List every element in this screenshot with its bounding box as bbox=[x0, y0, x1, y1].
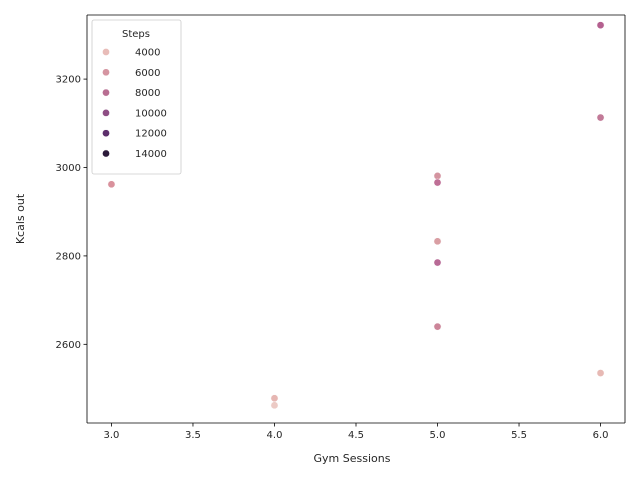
y-axis-ticks: 2600 2800 3000 3200 bbox=[56, 75, 87, 351]
legend-label: 4000 bbox=[135, 48, 160, 59]
legend-box bbox=[91, 19, 182, 175]
x-tick-label: 5.5 bbox=[511, 430, 527, 441]
data-point bbox=[433, 322, 442, 331]
legend-label: 6000 bbox=[135, 68, 160, 79]
legend: Steps 4000 6000 8000 10000 12000 14000 bbox=[91, 19, 182, 175]
x-tick-label: 5.0 bbox=[430, 430, 446, 441]
legend-title: Steps bbox=[122, 29, 150, 40]
x-axis-ticks: 3.0 3.5 4.0 4.5 5.0 5.5 6.0 bbox=[104, 423, 609, 441]
legend-marker bbox=[102, 48, 110, 56]
data-point bbox=[433, 258, 442, 267]
data-points bbox=[107, 21, 605, 410]
legend-marker bbox=[102, 109, 110, 117]
legend-label: 8000 bbox=[135, 88, 160, 99]
data-point bbox=[107, 180, 116, 189]
legend-entries: 4000 6000 8000 10000 12000 14000 bbox=[102, 48, 167, 160]
legend-marker bbox=[102, 129, 110, 138]
x-tick-label: 3.5 bbox=[185, 430, 201, 441]
data-point bbox=[433, 237, 442, 246]
x-tick-label: 3.0 bbox=[104, 430, 120, 441]
data-point bbox=[433, 172, 442, 180]
y-axis-label: Kcals out bbox=[14, 193, 27, 244]
y-tick-label: 2800 bbox=[56, 251, 81, 262]
legend-marker bbox=[102, 68, 110, 77]
data-point bbox=[270, 394, 279, 403]
data-point bbox=[433, 178, 442, 187]
legend-label: 14000 bbox=[135, 149, 167, 160]
legend-label: 10000 bbox=[135, 108, 167, 119]
data-point bbox=[596, 369, 605, 377]
data-point bbox=[596, 113, 605, 122]
legend-label: 12000 bbox=[135, 129, 167, 140]
x-tick-label: 4.0 bbox=[267, 430, 283, 441]
legend-marker bbox=[102, 149, 110, 158]
y-tick-label: 2600 bbox=[56, 340, 81, 351]
y-tick-label: 3000 bbox=[56, 163, 81, 174]
x-tick-label: 6.0 bbox=[593, 430, 609, 441]
data-point bbox=[596, 21, 605, 30]
y-tick-label: 3200 bbox=[56, 75, 81, 86]
data-point bbox=[270, 401, 279, 410]
x-axis-label: Gym Sessions bbox=[314, 452, 391, 465]
legend-marker bbox=[102, 88, 110, 97]
x-tick-label: 4.5 bbox=[348, 430, 364, 441]
